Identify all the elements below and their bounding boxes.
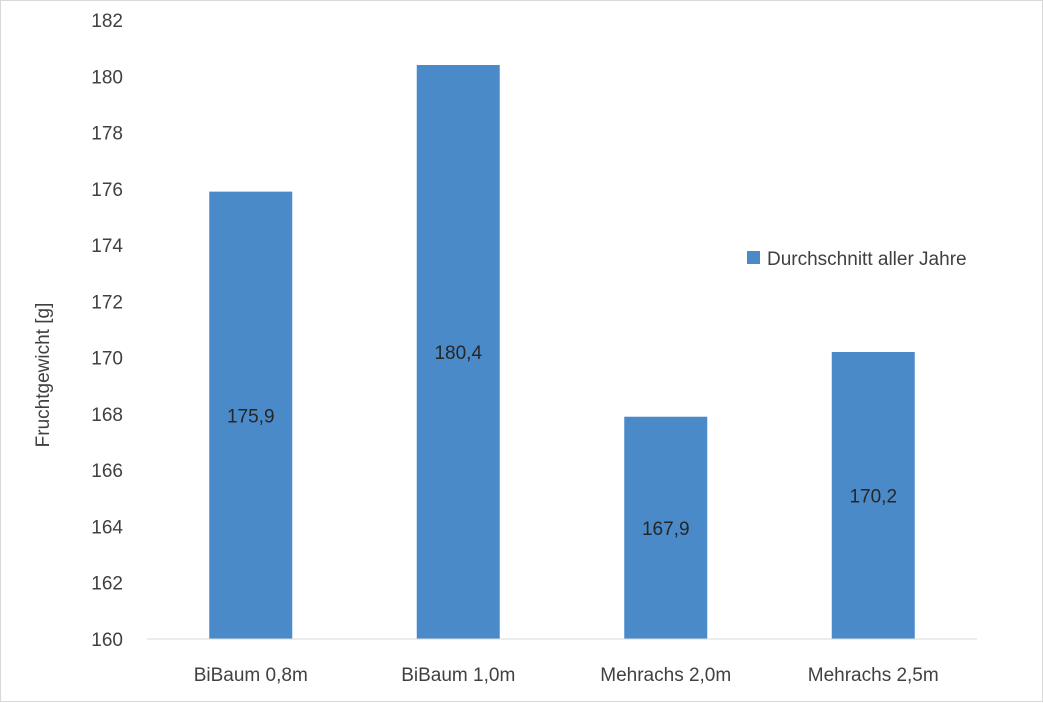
bar-data-label: 175,9 [227,406,275,427]
legend-label: Durchschnitt aller Jahre [767,249,967,270]
bar [624,416,708,639]
x-category-label: BiBaum 1,0m [401,665,515,686]
bar [416,65,500,639]
x-category-label: BiBaum 0,8m [194,665,308,686]
y-tick-label: 164 [91,517,123,538]
y-axis-ticks: 160 162 164 166 168 170 172 174 176 178 180 182 [91,11,123,651]
legend: Durchschnitt aller Jahre [747,249,967,270]
data-labels: 175,9 180,4 167,9 170,2 [227,343,897,540]
y-tick-label: 168 [91,405,123,426]
x-category-label: Mehrachs 2,0m [600,665,731,686]
y-tick-label: 174 [91,236,123,257]
bar [831,352,915,639]
legend-swatch [747,251,760,264]
bar-data-label: 167,9 [642,519,690,540]
bar-data-label: 170,2 [849,487,897,508]
y-tick-label: 162 [91,574,123,595]
y-tick-label: 166 [91,461,123,482]
bar [209,191,293,639]
y-tick-label: 170 [91,349,123,370]
bar-data-label: 180,4 [434,343,482,364]
y-axis-label: Fruchtgewicht [g] [33,303,54,448]
y-tick-label: 160 [91,630,123,651]
x-category-label: Mehrachs 2,5m [808,665,939,686]
y-tick-label: 178 [91,124,123,145]
x-axis-categories: BiBaum 0,8m BiBaum 1,0m Mehrachs 2,0m Mehra… [194,665,939,686]
y-tick-label: 172 [91,292,123,313]
bars [209,65,915,639]
y-tick-label: 176 [91,180,123,201]
y-tick-label: 180 [91,67,123,88]
y-tick-label: 182 [91,11,123,32]
